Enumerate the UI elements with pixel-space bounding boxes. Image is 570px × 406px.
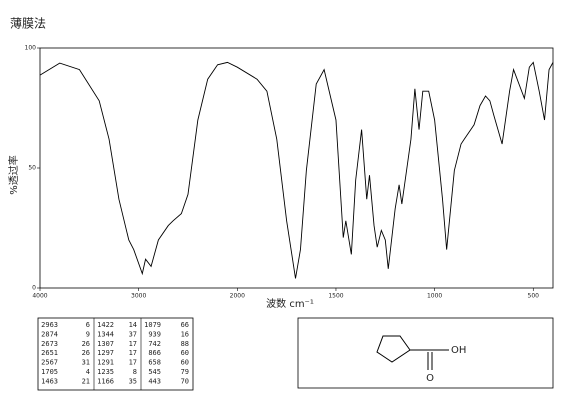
peak-wavenumber: 2874 [41,330,58,338]
peak-wavenumber: 443 [148,377,161,385]
x-tick-label: 3000 [131,293,146,300]
peak-transmittance: 79 [181,368,189,376]
x-tick-label: 4000 [32,293,47,300]
peak-transmittance: 4 [86,368,90,376]
peak-transmittance: 17 [129,349,137,357]
peak-wavenumber: 939 [148,330,161,338]
ring [376,335,411,363]
peak-transmittance: 17 [129,340,137,348]
peak-wavenumber: 545 [148,368,161,376]
peak-wavenumber: 1166 [97,377,114,385]
peak-wavenumber: 1235 [97,368,114,376]
peak-transmittance: 60 [181,349,189,357]
peak-table: 2963 6 2874 9 2673 26 2651 26 2567 31 1705 4 1463 21 1… [41,321,189,385]
peak-transmittance: 88 [181,340,189,348]
peak-transmittance: 60 [181,359,189,367]
peak-table-frame [37,317,194,391]
peak-wavenumber: 866 [148,349,161,357]
peak-wavenumber: 2963 [41,321,58,329]
peak-wavenumber: 658 [148,359,161,367]
atom-label: OH [451,345,466,356]
peak-wavenumber: 1307 [97,340,114,348]
peak-transmittance: 26 [82,340,90,348]
peak-transmittance: 37 [129,330,137,338]
peak-wavenumber: 2673 [41,340,58,348]
peak-wavenumber: 1463 [41,377,58,385]
x-tick-label: 1500 [328,293,343,300]
peak-transmittance: 16 [181,330,189,338]
peak-wavenumber: 1297 [97,349,114,357]
peak-wavenumber: 1291 [97,359,114,367]
peak-transmittance: 6 [86,321,90,329]
peak-wavenumber: 1344 [97,330,114,338]
atom-label: O [426,373,434,384]
peak-transmittance: 66 [181,321,189,329]
peak-transmittance: 35 [129,377,137,385]
peak-transmittance: 9 [86,330,90,338]
x-tick-label: 500 [528,293,540,300]
structure-frame [297,317,554,389]
peak-transmittance: 70 [181,377,189,385]
y-axis-label: %透过率 [7,155,20,195]
peak-wavenumber: 1422 [97,321,114,329]
peak-transmittance: 21 [82,377,90,385]
peak-wavenumber: 1705 [41,368,58,376]
peak-transmittance: 17 [129,359,137,367]
chart-title: 薄膜法 [10,16,46,31]
peak-transmittance: 31 [82,359,90,367]
x-tick-label: 1000 [427,293,442,300]
peak-transmittance: 14 [129,321,137,329]
peak-transmittance: 26 [82,349,90,357]
structure [376,335,449,370]
x-axis-label: 波数 cm⁻¹ [266,297,314,310]
peak-wavenumber: 1079 [144,321,161,329]
plot-frame [39,47,554,289]
peak-wavenumber: 2567 [41,359,58,367]
spectrum-line [39,61,554,279]
peak-transmittance: 8 [133,368,137,376]
y-tick-label: 0 [32,285,36,292]
peak-wavenumber: 742 [148,340,161,348]
peak-wavenumber: 2651 [41,349,58,357]
x-tick-label: 2000 [230,293,245,300]
y-tick-label: 100 [25,45,37,52]
y-tick-label: 50 [28,165,36,172]
